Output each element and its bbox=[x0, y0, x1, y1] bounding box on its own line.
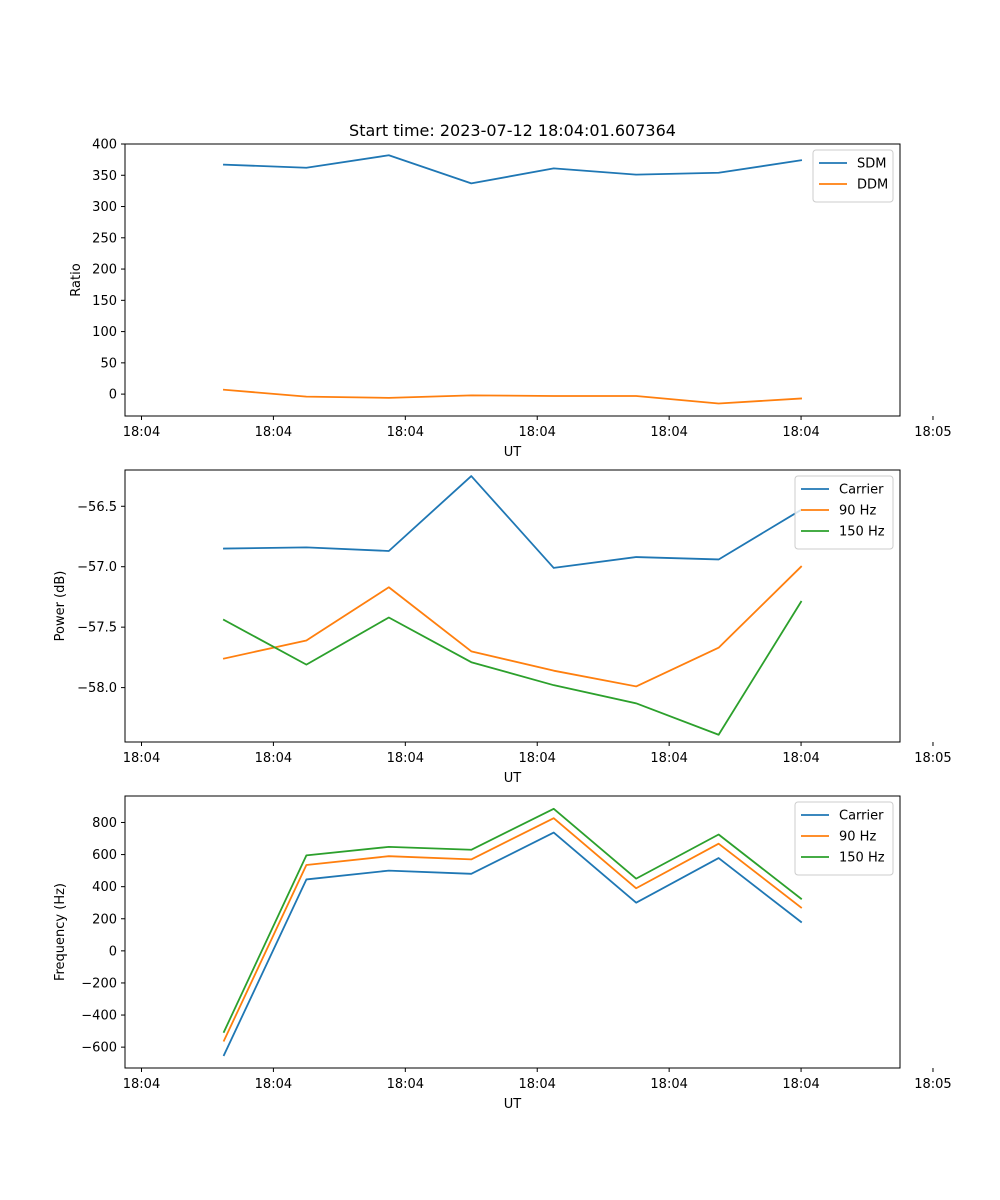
y-tick-label: 200 bbox=[92, 263, 117, 278]
x-tick-label: 18:05 bbox=[914, 1077, 951, 1092]
x-axis-label: UT bbox=[504, 445, 522, 460]
axes-frame bbox=[124, 143, 901, 417]
legend-label: DDM bbox=[857, 178, 888, 193]
x-tick-label: 18:04 bbox=[255, 425, 292, 440]
series-line-150-hz bbox=[222, 807, 803, 1034]
y-tick-label: 150 bbox=[92, 294, 117, 309]
legend: SDM DDM bbox=[812, 149, 894, 203]
x-tick-label: 18:04 bbox=[650, 425, 687, 440]
legend-label: Carrier bbox=[839, 483, 884, 498]
y-tick-label: 400 bbox=[92, 138, 117, 153]
x-tick-label: 18:04 bbox=[387, 425, 424, 440]
y-tick-label: 0 bbox=[109, 388, 117, 403]
x-tick-label: 18:04 bbox=[782, 1077, 819, 1092]
legend-label: Carrier bbox=[839, 809, 884, 824]
legend-label: 150 Hz bbox=[839, 851, 885, 866]
legend-label: 150 Hz bbox=[839, 525, 885, 540]
y-tick-label: 200 bbox=[92, 912, 117, 927]
legend-label: 90 Hz bbox=[839, 504, 876, 519]
x-tick-label: 18:04 bbox=[123, 425, 160, 440]
y-tick-label: −56.5 bbox=[77, 500, 117, 515]
legend-label: SDM bbox=[857, 157, 886, 172]
x-tick-label: 18:04 bbox=[650, 1077, 687, 1092]
x-tick-label: 18:04 bbox=[782, 751, 819, 766]
y-tick-label: 350 bbox=[92, 169, 117, 184]
axes-frame bbox=[124, 469, 901, 743]
legend: Carrier 90 Hz 150 Hz bbox=[794, 801, 894, 876]
y-axis-label: Frequency (Hz) bbox=[53, 883, 68, 981]
y-tick-label: −57.5 bbox=[77, 621, 117, 636]
x-tick-label: 18:04 bbox=[387, 751, 424, 766]
series-line-sdm bbox=[223, 154, 803, 185]
y-tick-label: 50 bbox=[100, 356, 117, 371]
series-line-150-hz bbox=[222, 600, 803, 736]
chart-panel-2: 18:04 18:04 18:04 18:04 18:04 18:04 18:05 −58.0… bbox=[53, 469, 952, 786]
y-tick-label: −600 bbox=[81, 1041, 117, 1056]
series-line-carrier bbox=[222, 831, 803, 1057]
y-axis-label: Ratio bbox=[69, 263, 84, 296]
x-tick-label: 18:04 bbox=[255, 751, 292, 766]
x-tick-label: 18:04 bbox=[123, 751, 160, 766]
series-line-carrier bbox=[223, 475, 803, 569]
y-tick-label: −200 bbox=[81, 976, 117, 991]
chart-title: Start time: 2023-07-12 18:04:01.607364 bbox=[349, 121, 676, 140]
x-tick-label: 18:04 bbox=[518, 751, 555, 766]
series-line-90-hz bbox=[222, 565, 803, 688]
y-tick-label: −58.0 bbox=[77, 681, 117, 696]
series-line-ddm bbox=[222, 388, 803, 405]
y-tick-label: 800 bbox=[92, 816, 117, 831]
y-tick-label: −400 bbox=[81, 1009, 117, 1024]
y-axis-label: Power (dB) bbox=[53, 571, 68, 642]
chart-panel-1: Start time: 2023-07-12 18:04:01.607364 18… bbox=[69, 121, 952, 460]
y-tick-label: 300 bbox=[92, 200, 117, 215]
chart-panel-3: 18:04 18:04 18:04 18:04 18:04 18:04 18:05 −600 −… bbox=[53, 795, 952, 1112]
legend: Carrier 90 Hz 150 Hz bbox=[794, 475, 894, 550]
y-tick-label: 0 bbox=[109, 944, 117, 959]
x-tick-label: 18:04 bbox=[255, 1077, 292, 1092]
x-tick-label: 18:04 bbox=[782, 425, 819, 440]
x-axis-label: UT bbox=[504, 1097, 522, 1112]
x-tick-label: 18:04 bbox=[123, 1077, 160, 1092]
x-tick-label: 18:04 bbox=[387, 1077, 424, 1092]
y-tick-label: 600 bbox=[92, 848, 117, 863]
y-tick-label: 100 bbox=[92, 325, 117, 340]
x-tick-label: 18:04 bbox=[650, 751, 687, 766]
x-tick-label: 18:04 bbox=[518, 1077, 555, 1092]
x-tick-label: 18:05 bbox=[914, 425, 951, 440]
y-tick-label: 400 bbox=[92, 880, 117, 895]
series-line-90-hz bbox=[222, 817, 803, 1042]
axes-frame bbox=[124, 795, 901, 1069]
y-tick-label: 250 bbox=[92, 231, 117, 246]
legend-label: 90 Hz bbox=[839, 830, 876, 845]
x-axis-label: UT bbox=[504, 771, 522, 786]
y-tick-label: −57.0 bbox=[77, 560, 117, 575]
x-tick-label: 18:05 bbox=[914, 751, 951, 766]
x-tick-label: 18:04 bbox=[518, 425, 555, 440]
